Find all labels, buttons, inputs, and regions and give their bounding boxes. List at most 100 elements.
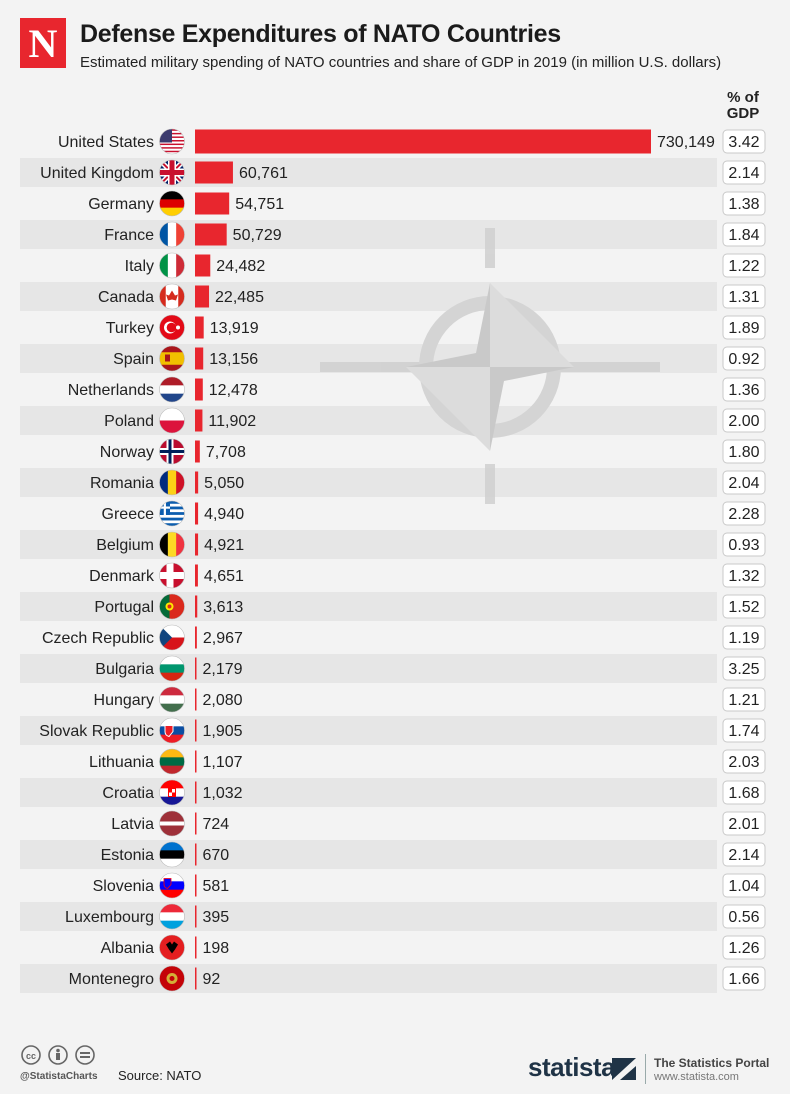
gdp-share-box bbox=[722, 129, 766, 154]
flag-de-icon bbox=[159, 190, 185, 217]
category-label: Netherlands bbox=[68, 382, 154, 399]
gdp-header-line2: GDP bbox=[726, 105, 760, 122]
chart-row: Latvia 724 2.01 bbox=[111, 810, 766, 837]
flag-gr-icon bbox=[159, 500, 185, 527]
bar bbox=[195, 688, 197, 711]
bar bbox=[195, 781, 197, 804]
value-label: 581 bbox=[203, 878, 230, 895]
chart-row: Norway 7,708 1.80 bbox=[100, 438, 766, 465]
row-stripe bbox=[20, 468, 717, 497]
row-stripe bbox=[20, 406, 717, 435]
row-stripe bbox=[20, 964, 717, 993]
value-label: 5,050 bbox=[204, 475, 244, 492]
gdp-share-label: 0.93 bbox=[728, 537, 759, 554]
gdp-share-box bbox=[722, 842, 766, 867]
chart-row: Croatia 1,032 1.68 bbox=[20, 778, 766, 807]
value-label: 22,485 bbox=[215, 289, 264, 306]
bar bbox=[195, 223, 227, 246]
chart-row: Lithuania 1,107 2.03 bbox=[89, 748, 766, 775]
gdp-share-box bbox=[722, 315, 766, 340]
statista-mark-icon bbox=[612, 1058, 636, 1080]
gdp-share-box bbox=[722, 470, 766, 495]
category-label: Poland bbox=[104, 413, 154, 430]
chart-row: Luxembourg 395 0.56 bbox=[20, 902, 766, 931]
flag-dk-icon bbox=[159, 562, 185, 589]
category-label: Croatia bbox=[102, 785, 154, 802]
bar bbox=[195, 595, 198, 618]
gdp-share-label: 1.68 bbox=[728, 785, 759, 802]
bar bbox=[195, 285, 210, 308]
chart-row: United Kingdom 60,761 2.14 bbox=[20, 158, 766, 187]
value-label: 54,751 bbox=[235, 196, 284, 213]
bar bbox=[195, 254, 211, 277]
flag-lt-icon bbox=[159, 748, 185, 775]
gdp-share-label: 1.21 bbox=[728, 692, 759, 709]
gdp-share-box bbox=[722, 408, 766, 433]
row-stripe bbox=[20, 592, 717, 621]
chart-row: France 50,729 1.84 bbox=[20, 220, 766, 249]
flag-lv-icon bbox=[159, 810, 185, 837]
value-label: 7,708 bbox=[206, 444, 246, 461]
chart-row: Greece 4,940 2.28 bbox=[102, 500, 766, 527]
bar bbox=[195, 316, 204, 339]
chart-row: Turkey 13,919 1.89 bbox=[106, 314, 766, 341]
chart-subtitle: Estimated military spending of NATO coun… bbox=[80, 54, 722, 71]
category-label: United Kingdom bbox=[40, 165, 154, 182]
bar bbox=[195, 905, 197, 928]
gdp-share-box bbox=[722, 284, 766, 309]
bar bbox=[195, 502, 199, 525]
bar bbox=[195, 129, 651, 154]
bar bbox=[195, 564, 198, 587]
category-label: Belgium bbox=[96, 537, 154, 554]
gdp-share-label: 1.84 bbox=[728, 227, 759, 244]
category-label: Latvia bbox=[111, 816, 154, 833]
gdp-share-box bbox=[722, 532, 766, 557]
gdp-column-header: % of GDP bbox=[718, 90, 768, 122]
gdp-share-label: 1.66 bbox=[728, 971, 759, 988]
flag-sk-icon bbox=[159, 717, 185, 744]
flag-ee-icon bbox=[159, 841, 185, 868]
gdp-share-label: 2.14 bbox=[728, 165, 759, 182]
flag-no-icon bbox=[159, 438, 185, 465]
category-label: Czech Republic bbox=[42, 630, 154, 647]
gdp-share-box bbox=[722, 160, 766, 185]
value-label: 2,967 bbox=[203, 630, 243, 647]
gdp-share-box bbox=[722, 904, 766, 929]
chart-row: Estonia 670 2.14 bbox=[20, 840, 766, 869]
flag-lu-icon bbox=[159, 903, 185, 930]
category-label: Albania bbox=[101, 940, 154, 957]
gdp-share-box bbox=[722, 687, 766, 712]
bar bbox=[195, 812, 197, 835]
value-label: 12,478 bbox=[209, 382, 258, 399]
gdp-share-label: 1.31 bbox=[728, 289, 759, 306]
flag-bg-icon bbox=[159, 655, 185, 682]
category-label: Slovenia bbox=[93, 878, 154, 895]
portal-url: www.statista.com bbox=[654, 1071, 739, 1083]
gdp-share-box bbox=[722, 780, 766, 805]
category-label: Italy bbox=[125, 258, 154, 275]
category-label: Luxembourg bbox=[65, 909, 154, 926]
chart-row: Romania 5,050 2.04 bbox=[20, 468, 766, 497]
source-note: Source: NATO bbox=[118, 1068, 202, 1083]
category-label: Turkey bbox=[106, 320, 154, 337]
value-label: 1,905 bbox=[203, 723, 243, 740]
row-stripe bbox=[20, 158, 717, 187]
gdp-share-box bbox=[722, 439, 766, 464]
value-label: 2,179 bbox=[203, 661, 243, 678]
category-label: Montenegro bbox=[69, 971, 154, 988]
gdp-header-line1: % of bbox=[727, 89, 759, 106]
bar bbox=[195, 347, 204, 370]
value-label: 4,651 bbox=[204, 568, 244, 585]
category-label: Spain bbox=[113, 351, 154, 368]
category-label: Norway bbox=[100, 444, 154, 461]
gdp-share-label: 1.04 bbox=[728, 878, 759, 895]
category-label: Estonia bbox=[101, 847, 154, 864]
statista-handle: @StatistaCharts bbox=[20, 1071, 98, 1082]
bar bbox=[195, 533, 199, 556]
value-label: 1,107 bbox=[203, 754, 243, 771]
nato-star-watermark-icon bbox=[320, 228, 660, 504]
gdp-share-box bbox=[722, 377, 766, 402]
gdp-share-label: 2.14 bbox=[728, 847, 759, 864]
flag-cz-icon bbox=[159, 624, 185, 651]
flag-fr-icon bbox=[159, 221, 185, 248]
